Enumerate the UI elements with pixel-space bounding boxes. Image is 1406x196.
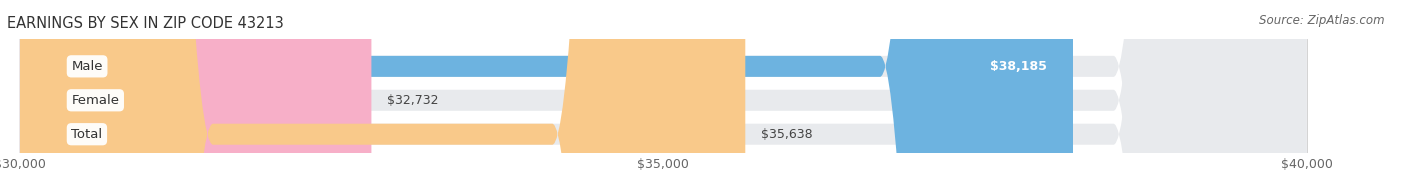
Text: Total: Total xyxy=(72,128,103,141)
Text: EARNINGS BY SEX IN ZIP CODE 43213: EARNINGS BY SEX IN ZIP CODE 43213 xyxy=(7,16,284,31)
FancyBboxPatch shape xyxy=(20,0,1306,196)
Text: $38,185: $38,185 xyxy=(990,60,1047,73)
FancyBboxPatch shape xyxy=(20,0,1306,196)
Text: Female: Female xyxy=(72,94,120,107)
FancyBboxPatch shape xyxy=(20,0,1306,196)
Text: $32,732: $32,732 xyxy=(387,94,439,107)
Text: Male: Male xyxy=(72,60,103,73)
FancyBboxPatch shape xyxy=(20,0,745,196)
Text: $35,638: $35,638 xyxy=(761,128,813,141)
Text: Source: ZipAtlas.com: Source: ZipAtlas.com xyxy=(1260,14,1385,27)
FancyBboxPatch shape xyxy=(20,0,371,196)
FancyBboxPatch shape xyxy=(20,0,1073,196)
